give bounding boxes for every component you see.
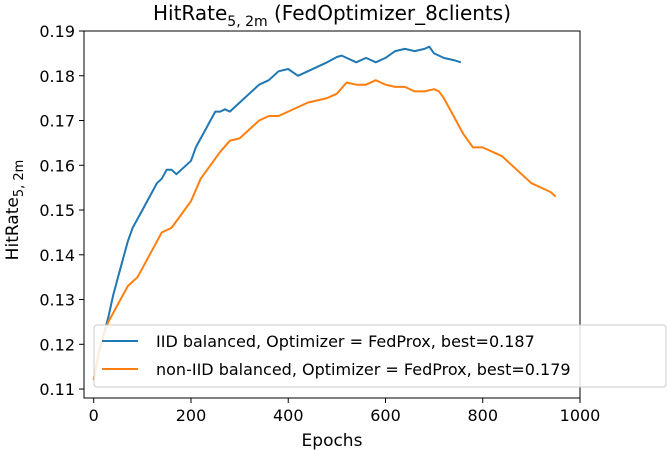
x-tick-label: 400 [273,406,304,425]
axes-frame [83,30,581,399]
legend-box [93,324,667,388]
y-axis-ticks: 0.11 0.12 0.13 0.14 0.15 0.16 0.17 0.18 0.19 [39,22,84,399]
x-tick-label: 600 [370,406,401,425]
x-axis-label: Epochs [302,431,363,451]
chart-title-subscript: 5, 2m [227,14,267,30]
legend-label-iid: IID balanced, Optimizer = FedProx, best=… [156,332,535,351]
chart-title-main: HitRate [153,1,227,25]
y-tick-label: 0.11 [39,380,75,399]
x-tick-label: 800 [467,406,498,425]
y-axis-label-subscript: 5, 2m [12,160,27,197]
plot-lines [92,45,557,381]
y-tick-label: 0.14 [39,246,75,265]
series-line-iid [92,45,462,381]
y-tick-label: 0.12 [39,335,75,354]
y-tick-label: 0.15 [39,201,75,220]
y-tick-label: 0.16 [39,156,75,175]
y-axis-label: HitRate5, 2m [3,160,27,261]
x-tick-label: 1000 [560,406,601,425]
y-axis-label-main: HitRate [3,197,23,260]
x-tick-label: 200 [176,406,207,425]
y-tick-label: 0.18 [39,67,75,86]
chart-title-rest: (FedOptimizer_8clients) [268,1,511,25]
legend-label-noniid: non-IID balanced, Optimizer = FedProx, b… [156,360,571,379]
series-line-noniid [92,79,557,381]
chart-title: HitRate5, 2m (FedOptimizer_8clients) [153,1,511,30]
y-tick-label: 0.13 [39,291,75,310]
y-tick-label: 0.19 [39,22,75,41]
x-axis-ticks: 0 200 400 600 800 1000 [89,398,601,425]
legend: IID balanced, Optimizer = FedProx, best=… [93,324,667,388]
y-tick-label: 0.17 [39,112,75,131]
x-tick-label: 0 [89,406,99,425]
